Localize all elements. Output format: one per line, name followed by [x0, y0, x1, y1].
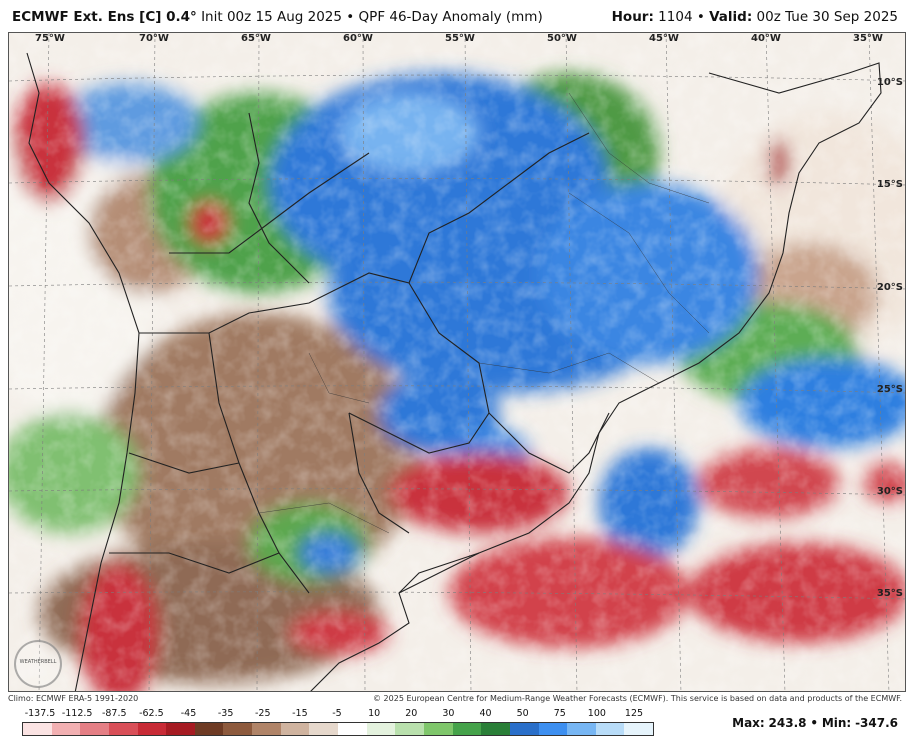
map-canvas	[9, 33, 905, 691]
colorbar-tick-label: 100	[587, 708, 606, 719]
valid-value: 00z Tue 30 Sep 2025	[756, 9, 898, 25]
colorbar-swatch	[108, 723, 138, 735]
colorbar-tick-label: 50	[516, 708, 529, 719]
lon-label: 65°W	[241, 33, 271, 44]
colorbar-tick-label: -35	[217, 708, 234, 719]
model-name: ECMWF Ext. Ens [C] 0.4°	[12, 9, 197, 25]
colorbar-tick-label: -25	[254, 708, 271, 719]
colorbar-tick-label: 125	[624, 708, 644, 719]
min-value: -347.6	[855, 716, 898, 730]
state-borders	[258, 92, 710, 534]
hour-label: Hour:	[611, 9, 654, 25]
lon-label: 60°W	[343, 33, 373, 44]
colorbar-tick-label: -87.5	[101, 708, 127, 719]
lat-label: 20°S	[876, 282, 903, 293]
map-title: ECMWF Ext. Ens [C] 0.4° Init 00z 15 Aug …	[12, 9, 543, 25]
colorbar-swatch	[423, 723, 453, 735]
colorbar-swatch	[80, 723, 109, 735]
colorbar-tick-label: 10	[368, 708, 381, 719]
lat-label: 15°S	[876, 179, 903, 190]
colorbar-tick-label: -112.5	[61, 708, 93, 719]
colorbar-swatch	[280, 723, 310, 735]
lon-label: 55°W	[445, 33, 475, 44]
colorbar-swatch	[338, 723, 367, 735]
colorbar-swatch	[595, 723, 625, 735]
max-value: 243.8	[768, 716, 807, 730]
colorbar-tick-label: 40	[479, 708, 492, 719]
colorbar-swatch	[481, 723, 510, 735]
colorbar-ticks: -137.5 -112.5 -87.5 -62.5 -45 -35 -25 -15 -5 10 20…	[22, 708, 652, 720]
colorbar-swatch	[567, 723, 596, 735]
colorbar-swatch	[166, 723, 195, 735]
copyright-note: © 2025 European Centre for Medium-Range …	[373, 694, 902, 703]
colorbar-tick-label: -15	[292, 708, 308, 719]
title-bullet: •	[346, 9, 355, 25]
colorbar-tick-label: 20	[405, 708, 418, 719]
valid-bullet: •	[696, 9, 705, 25]
colorbar-tick-label: -137.5	[24, 708, 56, 719]
valid-label: Valid:	[709, 9, 753, 25]
colorbar-tick-label: -5	[332, 708, 342, 719]
anomaly-map: 75°W 70°W 65°W 60°W 55°W 50°W 45°W 40°W …	[8, 32, 906, 692]
colorbar-swatch	[252, 723, 281, 735]
colorbar-swatch	[366, 723, 396, 735]
colorbar-swatch	[452, 723, 482, 735]
colorbar-tick-label: 30	[442, 708, 455, 719]
lat-label: 25°S	[876, 384, 903, 395]
colorbar-swatch	[51, 723, 81, 735]
colorbar-swatch	[309, 723, 339, 735]
graticule	[9, 33, 905, 691]
lon-label: 45°W	[649, 33, 679, 44]
colorbar-swatch	[223, 723, 253, 735]
colorbar-swatch	[194, 723, 224, 735]
valid-info: Hour: 1104 • Valid: 00z Tue 30 Sep 2025	[612, 9, 898, 25]
product-name: QPF 46-Day Anomaly (mm)	[358, 9, 543, 25]
max-min-stats: Max: 243.8 • Min: -347.6	[732, 716, 898, 730]
colorbar-swatch	[509, 723, 539, 735]
colorbar-swatch	[395, 723, 424, 735]
lon-label: 40°W	[751, 33, 781, 44]
lat-label: 30°S	[876, 486, 903, 497]
weatherbell-logo: WEATHERBELL	[14, 640, 62, 688]
lon-label: 35°W	[853, 33, 883, 44]
lon-label: 75°W	[35, 33, 65, 44]
credits-bar: Climo: ECMWF ERA-5 1991-2020 © 2025 Euro…	[0, 693, 914, 705]
max-label: Max:	[732, 716, 765, 730]
colorbar-swatch	[137, 723, 167, 735]
field-texture	[9, 33, 905, 691]
colorbar-tick-label: -62.5	[139, 708, 164, 719]
min-label: Min:	[821, 716, 852, 730]
colorbar	[22, 722, 654, 736]
colorbar-tick-label: -45	[180, 708, 197, 719]
lon-label: 50°W	[547, 33, 577, 44]
lat-label: 10°S	[876, 77, 903, 88]
colorbar-swatch	[538, 723, 568, 735]
hour-value: 1104	[658, 9, 693, 25]
stats-bullet: •	[810, 716, 818, 730]
lon-label: 70°W	[139, 33, 169, 44]
borders	[26, 52, 882, 691]
logo-text: WEATHERBELL	[19, 659, 57, 665]
init-time: Init 00z 15 Aug 2025	[201, 9, 342, 25]
climo-note: Climo: ECMWF ERA-5 1991-2020	[8, 694, 139, 703]
lat-label: 35°S	[876, 588, 903, 599]
colorbar-tick-label: 75	[553, 708, 566, 719]
colorbar-swatch	[624, 723, 654, 735]
map-header: ECMWF Ext. Ens [C] 0.4° Init 00z 15 Aug …	[0, 0, 914, 32]
colorbar-swatch	[23, 723, 52, 735]
